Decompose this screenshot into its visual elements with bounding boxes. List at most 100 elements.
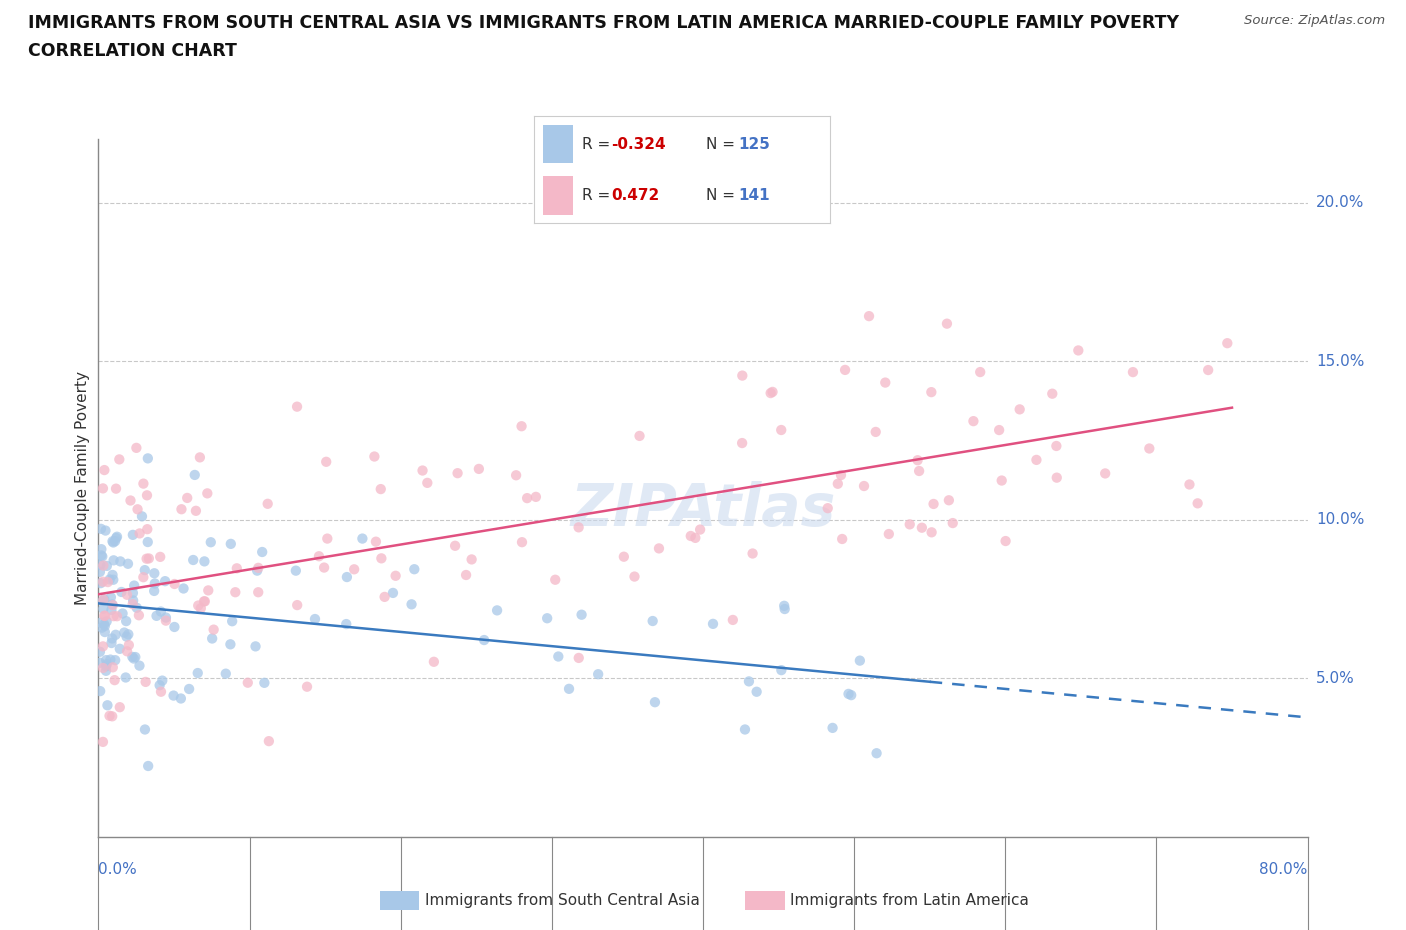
Point [115,630,138,644]
Point [163,619,186,634]
Point [93,462,115,477]
Text: 141: 141 [738,188,769,203]
Point [150,684,173,699]
Point [236,675,259,690]
Point [93,608,115,623]
Point [817,500,839,515]
Point [187,666,209,681]
Point [124,649,146,664]
Point [176,490,198,505]
Point [460,552,482,567]
Point [127,502,149,517]
Point [834,363,856,378]
Point [136,451,159,466]
Point [759,386,782,401]
Point [384,568,406,583]
Point [849,653,872,668]
Point [96,559,118,574]
Point [245,639,267,654]
Point [1122,365,1144,379]
Point [510,535,533,550]
Point [938,493,960,508]
Point [104,534,127,549]
Point [516,491,538,506]
Point [908,463,931,478]
Point [623,569,645,584]
Point [219,637,242,652]
Point [91,639,114,654]
Point [568,650,591,665]
Text: 5.0%: 5.0% [1316,671,1354,686]
Point [247,561,270,576]
Point [284,564,307,578]
Point [128,526,150,541]
Point [827,476,849,491]
Point [103,553,125,568]
Point [454,567,477,582]
Point [770,422,793,437]
Point [94,625,117,640]
Point [149,550,172,565]
Point [374,590,396,604]
Point [702,617,724,631]
Point [91,660,114,675]
Point [103,609,125,624]
Point [91,735,114,750]
Point [536,611,558,626]
Point [93,608,115,623]
Point [136,535,159,550]
Point [197,583,219,598]
Text: 10.0%: 10.0% [1316,512,1364,527]
Point [1178,477,1201,492]
Point [446,466,468,481]
Point [586,667,609,682]
Point [115,644,138,658]
Point [285,598,308,613]
Point [761,384,783,399]
Point [1137,441,1160,456]
Point [524,489,547,504]
Point [877,526,900,541]
Point [194,594,217,609]
Point [143,576,166,591]
Point [90,522,112,537]
Point [117,556,139,571]
Point [150,673,173,688]
Point [225,561,247,576]
Point [200,535,222,550]
Point [336,569,359,584]
Point [108,642,131,657]
Point [352,531,374,546]
Point [101,631,124,646]
Point [423,655,446,670]
Point [155,610,177,625]
Point [93,617,115,631]
Point [94,653,117,668]
Text: -0.324: -0.324 [612,137,665,152]
Text: 20.0%: 20.0% [1316,195,1364,210]
Point [1045,439,1067,454]
Text: 0.0%: 0.0% [98,862,138,877]
Point [988,422,1011,437]
Point [96,698,118,712]
Point [91,602,114,617]
Point [962,414,984,429]
Point [253,675,276,690]
Point [304,612,326,627]
Point [195,485,218,500]
Point [149,604,172,619]
Point [91,575,114,590]
Point [94,663,117,678]
Point [920,385,942,400]
Point [93,592,115,607]
Point [98,572,121,587]
Point [1216,336,1239,351]
Point [250,545,273,560]
Point [108,699,131,714]
Point [120,493,142,508]
Point [731,435,754,450]
Point [110,585,132,600]
Point [571,607,593,622]
Point [613,550,636,565]
Point [96,614,118,629]
